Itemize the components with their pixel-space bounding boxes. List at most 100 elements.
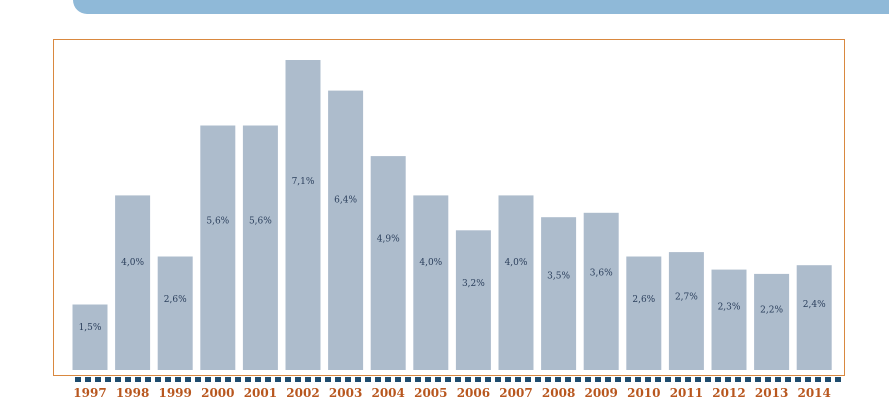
axis-dash (385, 377, 391, 382)
axis-dash (405, 377, 411, 382)
x-tick-label-2007: 2007 (499, 386, 532, 400)
axis-dash (435, 377, 441, 382)
axis-dash (95, 377, 101, 382)
axis-dash (315, 377, 321, 382)
axis-dash (475, 377, 481, 382)
axis-dash (495, 377, 501, 382)
x-tick-label-2000: 2000 (201, 386, 234, 400)
axis-dash (535, 377, 541, 382)
data-label-1999: 2,6% (164, 295, 187, 305)
axis-dash (565, 377, 571, 382)
bar-2009 (583, 212, 619, 370)
axis-dash (835, 377, 841, 382)
axis-dash (305, 377, 311, 382)
axis-dash (165, 377, 171, 382)
axis-dash (595, 377, 601, 382)
axis-dash (665, 377, 671, 382)
bar-2010 (626, 256, 662, 370)
data-label-2003: 6,4% (334, 195, 357, 205)
bar-2011 (668, 252, 704, 370)
axis-dash (575, 377, 581, 382)
axis-dash (415, 377, 421, 382)
axis-dash (795, 377, 801, 382)
x-tick-label-2003: 2003 (329, 386, 362, 400)
axis-dash (255, 377, 261, 382)
axis-dash (705, 377, 711, 382)
bar-1999 (157, 256, 193, 370)
bar-2001 (242, 125, 278, 370)
axis-dash (325, 377, 331, 382)
x-tick-label-1997: 1997 (73, 386, 106, 400)
axis-dash (295, 377, 301, 382)
bar-1998 (115, 195, 151, 370)
axis-dash (555, 377, 561, 382)
axis-dash (815, 377, 821, 382)
x-tick-label-1999: 1999 (158, 386, 191, 400)
data-labels-group: 1,5% 4,0% 2,6% 5,6% 5,6% 7,1% 6,4% 4,9% 4,0% 3,2%… (79, 177, 827, 333)
axis-dash (635, 377, 641, 382)
x-tick-label-2012: 2012 (712, 386, 745, 400)
axis-dash (685, 377, 691, 382)
bar-2002 (285, 60, 321, 370)
x-tick-label-2010: 2010 (627, 386, 660, 400)
data-label-1998: 4,0% (121, 258, 144, 268)
data-label-2001: 5,6% (249, 216, 272, 226)
axis-dash (585, 377, 591, 382)
x-tick-label-2013: 2013 (755, 386, 788, 400)
data-label-2004: 4,9% (377, 235, 400, 245)
x-tick-label-2002: 2002 (286, 386, 319, 400)
bar-2003 (328, 90, 364, 370)
data-label-2000: 5,6% (206, 216, 229, 226)
data-label-2007: 4,0% (505, 258, 528, 268)
data-label-2005: 4,0% (419, 258, 442, 268)
axis-dash (825, 377, 831, 382)
bars-group (72, 60, 832, 370)
x-tick-labels-group: 1997 1998 1999 2000 2001 2002 2003 2004 2005 2006… (73, 386, 831, 400)
axis-dash (195, 377, 201, 382)
axis-dash (695, 377, 701, 382)
axis-dash (675, 377, 681, 382)
x-tick-label-2001: 2001 (244, 386, 277, 400)
axis-dash (465, 377, 471, 382)
data-label-2012: 2,3% (718, 303, 741, 313)
header-band (73, 0, 889, 14)
data-label-2010: 2,6% (632, 295, 655, 305)
data-label-2008: 3,5% (547, 271, 570, 281)
bar-2006 (455, 230, 491, 370)
axis-dash (85, 377, 91, 382)
axis-dash (605, 377, 611, 382)
axis-dash (615, 377, 621, 382)
axis-dash (205, 377, 211, 382)
axis-dash (185, 377, 191, 382)
axis-dash (135, 377, 141, 382)
bar-2004 (370, 156, 406, 370)
axis-dash (145, 377, 151, 382)
axis-dash (75, 377, 81, 382)
axis-dash (395, 377, 401, 382)
x-tick-label-2009: 2009 (584, 386, 617, 400)
axis-dash (175, 377, 181, 382)
axis-dash (735, 377, 741, 382)
bar-2005 (413, 195, 449, 370)
x-tick-label-2008: 2008 (542, 386, 575, 400)
axis-dash (765, 377, 771, 382)
axis-dash (375, 377, 381, 382)
axis-dash (335, 377, 341, 382)
axis-dash (275, 377, 281, 382)
x-tick-label-2014: 2014 (797, 386, 830, 400)
axis-dash (715, 377, 721, 382)
axis-dash (755, 377, 761, 382)
axis-dash (775, 377, 781, 382)
axis-dash (225, 377, 231, 382)
axis-dash (525, 377, 531, 382)
axis-dash (105, 377, 111, 382)
x-tick-label-2005: 2005 (414, 386, 447, 400)
bar-2007 (498, 195, 534, 370)
axis-dash (645, 377, 651, 382)
axis-dash (115, 377, 121, 382)
data-label-1997: 1,5% (79, 323, 102, 333)
bar-1997 (72, 304, 108, 370)
axis-dash (455, 377, 461, 382)
axis-dash (215, 377, 221, 382)
bar-2014 (796, 265, 832, 370)
